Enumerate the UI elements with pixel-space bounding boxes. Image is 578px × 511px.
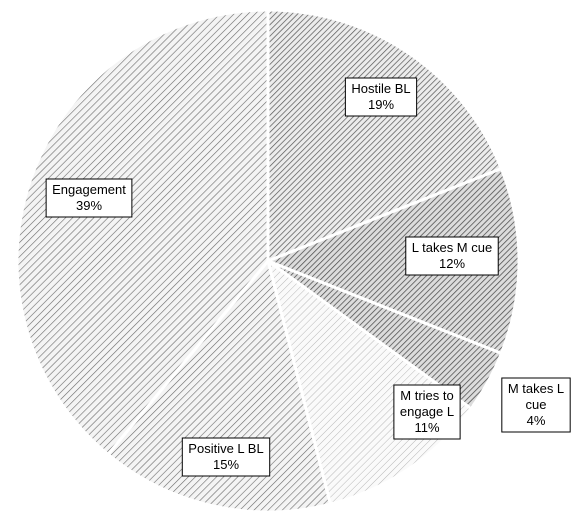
label-box (344, 77, 418, 117)
slice-category-label: engage L (400, 404, 454, 419)
slice-percent-label: 15% (213, 457, 239, 472)
slice-percent-label: 11% (414, 420, 439, 435)
pie-slice (266, 8, 504, 264)
pie-slice (105, 257, 333, 511)
slice-category-label: Hostile BL (351, 81, 410, 96)
slice-category-label: cue (526, 397, 547, 412)
slice-percent-label: 4% (527, 413, 546, 428)
label-box (405, 236, 499, 276)
label-box (393, 384, 461, 440)
slice-percent-label: 39% (76, 198, 102, 213)
slice-category-label: Engagement (52, 182, 126, 197)
slice-percent-label: 19% (368, 97, 394, 112)
pie-slices (15, 8, 521, 511)
slice-category-label: L takes M cue (412, 240, 492, 255)
pie-slice (15, 8, 270, 457)
pie-slice (265, 257, 474, 506)
slice-category-label: M takes L (508, 381, 564, 396)
label-box (501, 377, 571, 433)
label-box (181, 437, 271, 477)
slice-category-label: M tries to (400, 388, 453, 403)
label-box (45, 178, 133, 218)
slice-category-label: Positive L BL (188, 441, 263, 456)
pie-slice (263, 166, 521, 356)
slice-percent-label: 12% (439, 256, 465, 271)
